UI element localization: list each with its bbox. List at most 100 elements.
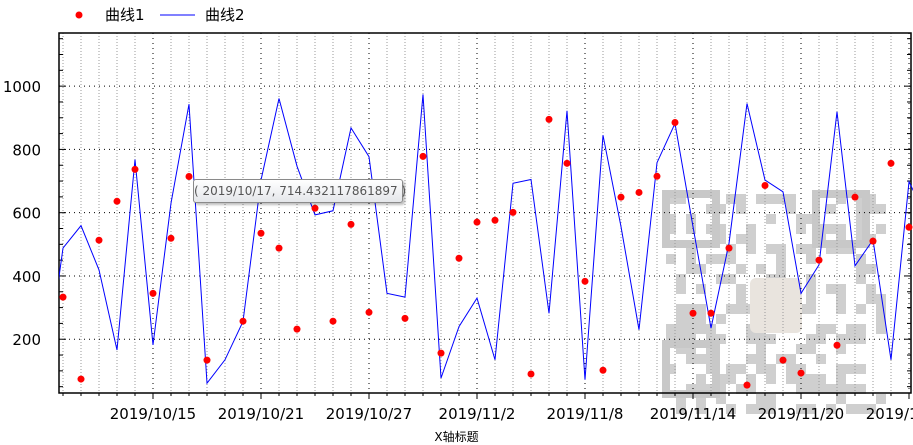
data-point-曲线1 [419,152,427,160]
qr-module [746,334,756,344]
qr-module [696,384,706,394]
qr-module [736,204,746,214]
qr-module [876,394,886,404]
qr-module [776,194,786,204]
data-point-曲线1 [113,197,121,205]
data-point-曲线1 [653,172,661,180]
qr-module [836,334,846,344]
data-point-曲线1 [743,381,751,389]
qr-center-logo [750,278,802,333]
data-point-曲线1 [887,159,895,167]
data-point-曲线1 [239,317,247,325]
plot-area [59,94,913,389]
data-point-曲线1 [527,370,535,378]
qr-module [876,324,886,334]
qr-module [856,194,866,204]
data-point-曲线1 [401,314,409,322]
qr-module [716,254,726,264]
data-point-曲线1 [833,341,841,349]
qr-module [846,404,856,414]
qr-module [856,274,866,284]
qr-module [816,334,826,344]
qr-module [756,364,766,374]
data-point-曲线1 [545,115,553,123]
qr-module [676,404,686,414]
qr-module [756,394,766,404]
qr-module [736,194,746,204]
x-tick-label: 2019/11/26 [866,405,913,423]
qr-module [686,214,696,224]
qr-module [756,264,766,274]
qr-module [676,274,686,284]
qr-finder [662,340,720,398]
legend-label-series1: 曲线1 [105,6,145,24]
qr-module [706,384,716,394]
qr-module [856,214,866,224]
qr-module [746,384,756,394]
data-point-曲线1 [347,220,355,228]
qr-module [766,364,776,374]
qr-module [696,324,706,334]
qr-module [716,374,726,384]
qr-module [846,324,856,334]
data-point-曲线1 [203,356,211,364]
qr-module [876,304,886,314]
qr-module [736,234,746,244]
y-tick-label: 600 [12,205,41,223]
y-tick-label: 1000 [3,78,41,96]
qr-module [726,254,736,264]
x-tick-label: 2019/11/2 [439,405,516,423]
qr-module [836,244,846,254]
qr-finder [812,190,870,248]
qr-module [826,224,836,234]
data-point-曲线1 [185,172,193,180]
qr-module [856,234,866,244]
qr-module [846,334,856,344]
qr-module [756,194,766,204]
qr-module [736,384,746,394]
qr-module [736,294,746,304]
qr-module [706,204,716,214]
data-point-曲线1 [437,349,445,357]
qr-module [666,254,676,264]
x-axis-labels: 2019/10/15 2019/10/21 2019/10/27 2019/11/2 2… [110,405,913,423]
qr-module [836,234,846,244]
qr-module [686,324,696,334]
qr-module [826,404,836,414]
x-tick-label: 2019/11/14 [650,405,736,423]
qr-finder [662,190,720,248]
qr-module [666,224,676,234]
qr-module [866,194,876,204]
qr-module [786,204,796,214]
qr-module [686,344,696,354]
legend-marker-series1 [75,11,83,19]
data-point-曲线1 [131,165,139,173]
data-point-曲线1 [761,181,769,189]
qr-module [836,304,846,314]
data-point-曲线1 [275,244,283,252]
qr-module [866,264,876,274]
qr-module [686,304,696,314]
qr-module [806,214,816,224]
qr-module [746,224,756,234]
qr-module [776,254,786,264]
qr-module [726,194,736,204]
qr-module [836,394,846,404]
qr-module [816,384,826,394]
qr-module [696,394,706,404]
qr-module [716,224,726,234]
x-tick-label: 2019/11/20 [758,405,844,423]
qr-module [746,234,756,244]
qr-module [686,244,696,254]
qr-module [696,354,706,364]
qr-module [756,354,766,364]
qr-module [796,404,806,414]
qr-module [756,344,766,354]
qr-module [866,284,876,294]
qr-module [746,404,756,414]
qr-module [836,284,846,294]
qr-module [696,314,706,324]
qr-module [686,384,696,394]
qr-module [676,284,686,294]
qr-module [806,274,816,284]
